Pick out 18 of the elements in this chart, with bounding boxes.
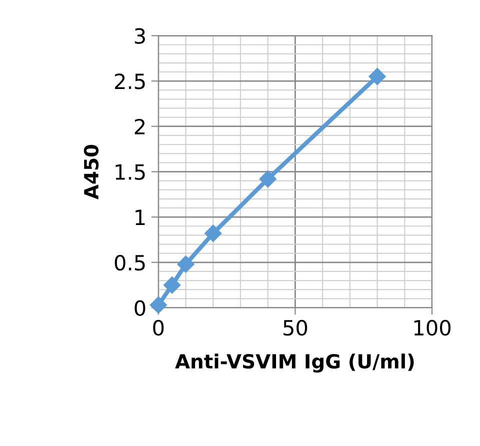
point xyxy=(259,170,276,188)
x-axis-title: Anti-VSVIM IgG (U/ml) xyxy=(175,354,414,373)
y-tick-label: 0 xyxy=(134,300,146,316)
y-tick-label: 2.5 xyxy=(114,73,145,90)
point xyxy=(177,256,194,273)
x-tick-label: 0 xyxy=(153,320,164,336)
x-tick-label: 100 xyxy=(414,320,450,336)
y-tick-label: 1.5 xyxy=(116,164,145,180)
y-axis-title: A450 xyxy=(84,144,99,200)
point xyxy=(150,296,167,314)
point xyxy=(204,224,222,242)
y-tick-label: 2 xyxy=(134,118,145,134)
point xyxy=(368,68,386,86)
y-tick-label: 3 xyxy=(134,28,145,44)
point xyxy=(164,276,181,294)
y-tick-label: 0.5 xyxy=(114,254,145,271)
y-tick-label: 1 xyxy=(136,210,145,225)
x-tick-label: 50 xyxy=(284,320,308,336)
